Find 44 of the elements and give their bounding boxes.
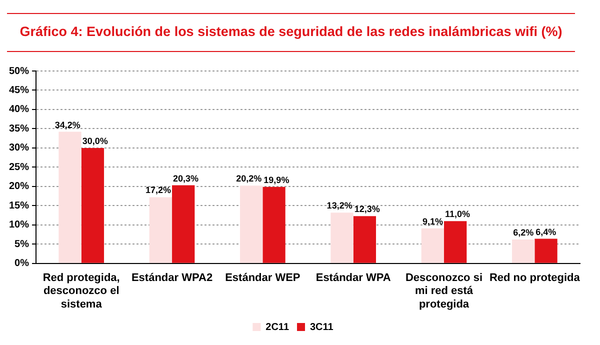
bar — [444, 221, 467, 263]
data-label: 12,3% — [354, 204, 380, 214]
y-tick-label: 35% — [9, 123, 30, 134]
y-tick-label: 20% — [9, 181, 30, 192]
bar — [534, 238, 558, 263]
y-tick-label: 0% — [14, 258, 30, 270]
bar — [421, 228, 444, 263]
chart-title: Gráfico 4: Evolución de los sistemas de seguridad de las redes inalámbricas wifi (%) — [7, 13, 575, 52]
data-label: 6,2% — [513, 228, 534, 238]
data-label: 13,2% — [326, 200, 352, 211]
data-label: 30,0% — [82, 136, 108, 146]
legend-label: 2C11 — [266, 322, 290, 333]
x-tick-label: Desconozco si mi red está protegida — [405, 272, 483, 310]
bar — [240, 186, 263, 263]
x-tick-label: Estándar WEP — [225, 272, 300, 284]
data-label: 17,2% — [145, 185, 172, 196]
data-label: 34,2% — [54, 120, 80, 130]
y-tick-label: 15% — [9, 200, 30, 212]
bar — [262, 186, 286, 263]
y-tick-label: 25% — [9, 162, 30, 173]
y-tick-label: 45% — [9, 84, 30, 96]
bar — [512, 240, 535, 263]
x-tick-label: Estándar WPA2 — [131, 272, 213, 284]
data-label: 11,0% — [445, 209, 470, 220]
data-label: 20,2% — [236, 174, 262, 184]
data-label: 19,9% — [264, 174, 290, 185]
y-tick-label: 50% — [9, 66, 30, 77]
y-tick-label: 30% — [9, 142, 30, 154]
bar — [149, 197, 172, 263]
bar — [172, 185, 195, 263]
y-tick-label: 10% — [9, 220, 30, 231]
bar — [58, 132, 82, 263]
x-tick-label: Red no protegida — [489, 272, 581, 284]
y-tick-label: 5% — [14, 238, 30, 250]
data-label: 9,1% — [422, 216, 444, 226]
y-tick-label: 40% — [9, 104, 30, 116]
x-tick-label: Estándar WPA — [316, 272, 391, 284]
bar — [81, 148, 104, 263]
data-label: 20,3% — [173, 173, 199, 184]
bar — [353, 216, 376, 263]
legend-label: 3C11 — [310, 322, 334, 333]
bar — [330, 212, 354, 263]
data-label: 6,4% — [536, 226, 556, 237]
x-tick-label: Red protegida, desconozco el sistema — [42, 272, 120, 310]
